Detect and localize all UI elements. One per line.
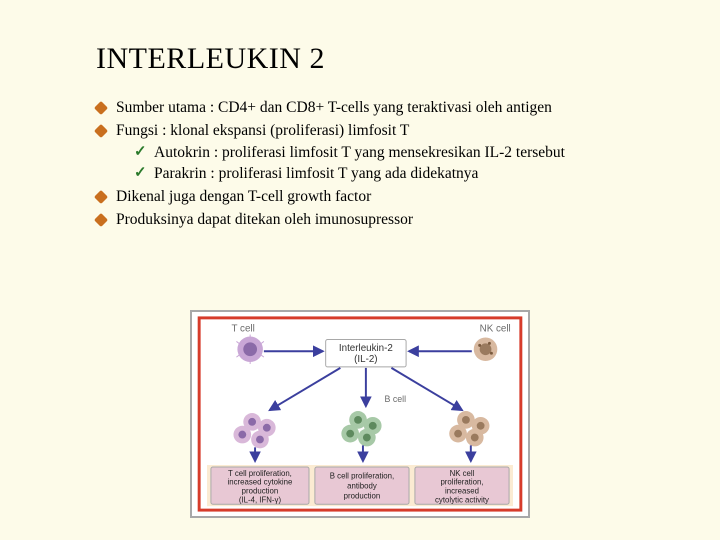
svg-text:increased: increased (445, 486, 479, 495)
svg-text:(IL-2): (IL-2) (354, 354, 377, 365)
svg-text:(IL-4, IFN-γ): (IL-4, IFN-γ) (239, 495, 282, 504)
sub-bullet-item: Autokrin : proliferasi limfosit T yang m… (134, 143, 660, 163)
bullet-text: Produksinya dapat ditekan oleh imunosupr… (116, 211, 413, 228)
svg-text:production: production (242, 486, 279, 495)
il2-box: Interleukin-2 (IL-2) (326, 339, 406, 366)
slide-title: INTERLEUKIN 2 (96, 42, 660, 76)
bottom-box-mid: B cell proliferation, antibody productio… (315, 467, 409, 504)
bullet-item: Fungsi : klonal ekspansi (proliferasi) l… (96, 121, 660, 184)
sub-bullet-list: Autokrin : proliferasi limfosit T yang m… (134, 143, 660, 185)
svg-text:proliferation,: proliferation, (440, 478, 483, 487)
nkcell-icon (474, 338, 498, 362)
svg-text:increased cytokine: increased cytokine (228, 478, 293, 487)
svg-text:NK cell: NK cell (450, 469, 475, 478)
sub-bullet-text: Autokrin : proliferasi limfosit T yang m… (154, 144, 565, 161)
diagram-figure: T cell NK cell (190, 310, 530, 518)
svg-text:T cell proliferation,: T cell proliferation, (228, 469, 292, 478)
bcell-label: B cell (385, 394, 407, 404)
sub-bullet-text: Parakrin : proliferasi limfosit T yang a… (154, 165, 478, 182)
bottom-box-left: T cell proliferation, increased cytokine… (211, 467, 309, 504)
sub-bullet-item: Parakrin : proliferasi limfosit T yang a… (134, 164, 660, 184)
tcell-label: T cell (232, 324, 255, 335)
svg-text:Interleukin-2: Interleukin-2 (339, 343, 393, 354)
svg-text:production: production (344, 491, 381, 500)
bullet-list: Sumber utama : CD4+ dan CD8+ T-cells yan… (96, 98, 660, 230)
bullet-item: Dikenal juga dengan T-cell growth factor (96, 187, 660, 207)
bullet-item: Sumber utama : CD4+ dan CD8+ T-cells yan… (96, 98, 660, 118)
nkcell-label: NK cell (480, 324, 511, 335)
bullet-text: Fungsi : klonal ekspansi (proliferasi) l… (116, 122, 409, 139)
bullet-text: Sumber utama : CD4+ dan CD8+ T-cells yan… (116, 99, 552, 116)
bullet-text: Dikenal juga dengan T-cell growth factor (116, 188, 371, 205)
bottom-box-right: NK cell proliferation, increased cytolyt… (415, 467, 509, 504)
svg-text:antibody: antibody (347, 482, 377, 491)
svg-text:B cell proliferation,: B cell proliferation, (330, 472, 394, 481)
svg-text:cytolytic activity: cytolytic activity (435, 495, 489, 504)
bullet-item: Produksinya dapat ditekan oleh imunosupr… (96, 210, 660, 230)
